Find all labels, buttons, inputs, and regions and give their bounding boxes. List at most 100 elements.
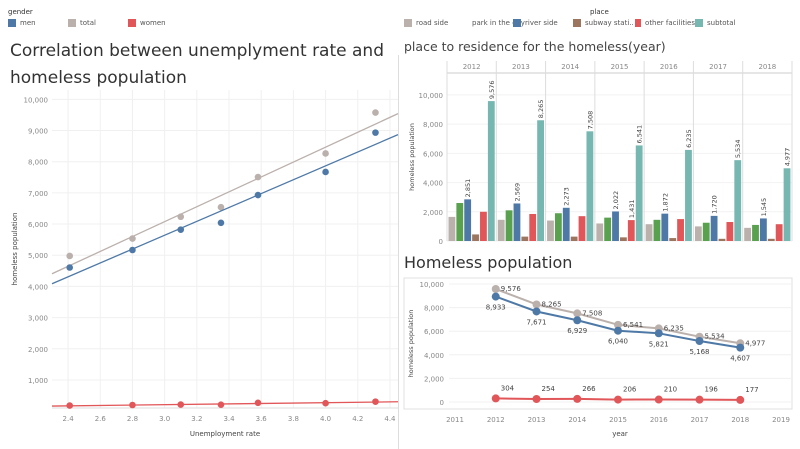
bar-subtotal <box>537 120 545 241</box>
x-tick-label: 2012 <box>487 416 505 424</box>
point-men <box>614 326 622 335</box>
bar-other-facilities <box>775 224 783 241</box>
bar-subtotal <box>685 149 692 241</box>
point-men <box>66 264 74 271</box>
x-tick-label: 3.6 <box>256 415 268 423</box>
divider <box>398 55 399 449</box>
x-tick-label: 2.4 <box>63 415 75 423</box>
x-tick-label: 2018 <box>731 416 749 424</box>
y-tick-label: 6,000 <box>423 150 443 158</box>
bar-park-in-the-city <box>604 217 612 241</box>
point-label: 206 <box>623 386 637 394</box>
point-men <box>491 292 500 301</box>
bar-subway-station <box>472 234 479 241</box>
point-men <box>736 343 745 352</box>
bar-other-facilities <box>726 222 734 241</box>
point-label: 6,040 <box>608 338 628 346</box>
legend-swatch <box>573 19 581 27</box>
point-women <box>491 394 500 403</box>
legend-item-subtotal[interactable]: subtotal <box>695 19 745 27</box>
point-label: 7,508 <box>582 309 602 317</box>
point-men <box>372 129 379 136</box>
bar-subtotal <box>734 160 742 241</box>
year-header: 2012 <box>463 63 481 71</box>
point-label: 5,168 <box>689 348 709 356</box>
bar-river-side <box>513 203 521 241</box>
year-header: 2015 <box>611 63 629 71</box>
point-men <box>217 219 225 227</box>
point-total <box>614 320 622 329</box>
legend-item-other-facilities[interactable]: other facilities <box>635 19 695 27</box>
bar-subtotal <box>487 101 495 241</box>
x-tick-label: 3.8 <box>288 415 299 423</box>
year-header: 2017 <box>709 63 727 71</box>
x-tick-label: 2011 <box>446 416 464 424</box>
bar-subway-station <box>669 238 677 241</box>
point-label: 6,541 <box>623 321 643 329</box>
y-tick-label: 2,000 <box>423 209 443 217</box>
line-chart: 0 2,000 4,000 6,000 8,000 10,000 2011 2012 2013 2… <box>403 277 793 438</box>
legend-label: men <box>20 19 36 27</box>
y-tick-label: 10,000 <box>420 281 445 289</box>
x-tick-label: 3.0 <box>159 415 170 423</box>
legend-swatch <box>404 19 412 27</box>
x-tick-label: 3.2 <box>191 415 202 423</box>
bar-park-in-the-city <box>752 224 759 241</box>
legend-item-total[interactable]: total <box>68 19 128 27</box>
bar-park-in-the-city <box>505 210 513 241</box>
x-tick-label: 4.0 <box>320 415 331 423</box>
point-label: 6,929 <box>567 327 587 335</box>
year-header: 2014 <box>561 63 579 71</box>
x-tick-label: 2.8 <box>127 415 138 423</box>
legend-swatch <box>695 19 703 27</box>
y-tick-label: 4,000 <box>423 180 443 188</box>
legend-item-women[interactable]: women <box>128 19 188 27</box>
legend-item-park-in-the-city[interactable]: park in the city <box>468 19 525 27</box>
gender-legend: men total women <box>8 19 188 27</box>
point-label: 4,607 <box>730 355 750 363</box>
bar-park-in-the-city <box>653 219 661 241</box>
point-total <box>129 235 136 242</box>
line-chart-title: Homeless population <box>404 253 573 272</box>
x-tick-label: 4.2 <box>352 415 363 423</box>
legend-swatch <box>8 19 16 27</box>
legend-item-men[interactable]: men <box>8 19 68 27</box>
point-label: 7,671 <box>526 318 546 326</box>
bar-value-label: 2,569 <box>513 183 521 202</box>
point-label: 5,534 <box>705 333 726 341</box>
point-women <box>177 401 185 408</box>
point-total <box>573 309 582 318</box>
bar-river-side <box>759 218 767 241</box>
y-tick-label: 8,000 <box>424 305 444 313</box>
y-tick-label: 4,000 <box>424 352 444 360</box>
y-tick-label: 0 <box>440 399 444 407</box>
point-men <box>254 191 262 199</box>
legend-item-road-side[interactable]: road side <box>404 19 468 27</box>
bar-value-label: 6,541 <box>636 125 644 144</box>
bar-subtotal <box>783 168 791 241</box>
point-label: 210 <box>664 386 677 394</box>
bar-value-label: 8,265 <box>537 100 545 119</box>
year-header: 2016 <box>660 63 678 71</box>
y-tick-label: 2,000 <box>424 375 444 383</box>
place-legend-title: place <box>590 8 609 16</box>
y-tick-label: 1,000 <box>28 377 48 385</box>
point-total <box>532 300 541 309</box>
point-label: 4,977 <box>745 339 765 347</box>
bar-road-side <box>645 224 653 241</box>
gender-legend-title: gender <box>8 8 33 16</box>
y-tick-label: 8,000 <box>28 159 48 167</box>
trend-line-total <box>51 113 399 275</box>
point-label: 177 <box>745 386 758 394</box>
legend-item-subway-station[interactable]: subway stati.. <box>573 19 635 27</box>
x-tick-label: 2015 <box>609 416 627 424</box>
point-label: 6,235 <box>664 324 684 332</box>
point-men <box>654 329 663 338</box>
bar-other-facilities <box>627 220 635 241</box>
y-tick-label: 4,000 <box>28 283 48 291</box>
x-axis-label: year <box>612 430 628 438</box>
legend-item-river-side[interactable]: river side <box>513 19 573 27</box>
y-tick-label: 5,000 <box>28 252 48 260</box>
year-header: 2013 <box>512 63 530 71</box>
bar-value-label: 1,872 <box>661 193 669 212</box>
